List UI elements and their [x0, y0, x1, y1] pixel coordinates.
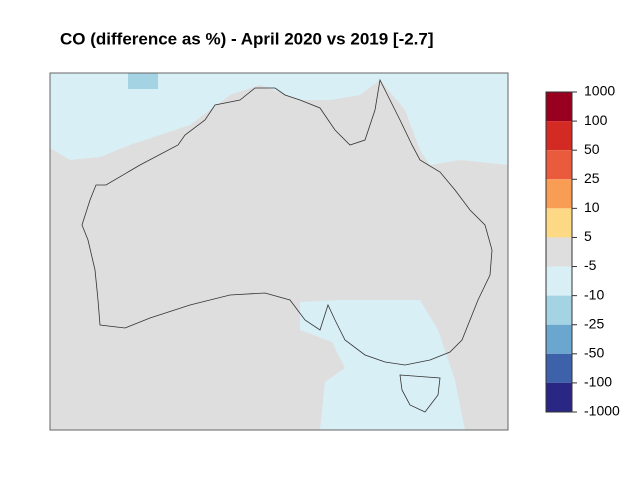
colorbar-segment [546, 295, 572, 325]
colorbar-segment [546, 237, 572, 267]
colorbar-frame [545, 91, 573, 413]
colorbar-tick-label: -100 [584, 374, 612, 390]
colorbar-tick-label: 1000 [584, 83, 615, 99]
colorbar-tick-label: 5 [584, 228, 592, 244]
colorbar-segment [546, 121, 572, 151]
colorbar: 1000 100 50 25 10 5 -5 -10 -25 -50 -100 -1000 [545, 83, 620, 419]
colorbar-tick-label: 25 [584, 170, 600, 186]
coastline [399, 374, 441, 413]
ocean-region [50, 73, 508, 165]
colorbar-segment [546, 324, 572, 354]
colorbar-tick-label: 50 [584, 141, 600, 157]
colorbar-segment [546, 208, 572, 238]
colorbar-segment [546, 92, 572, 122]
map [49, 72, 509, 431]
colorbar-tick-label: -25 [584, 315, 604, 331]
colorbar-segment [546, 266, 572, 296]
colorbar-tick-label: -5 [584, 257, 597, 273]
colorbar-segment [546, 353, 572, 383]
colorbar-tick-label: -50 [584, 345, 604, 361]
chart-title: CO (difference as %) - April 2020 vs 201… [60, 29, 434, 48]
colorbar-segment [546, 382, 572, 412]
colorbar-tick-label: 10 [584, 199, 600, 215]
colorbar-segment [546, 150, 572, 180]
map-frame [49, 72, 509, 431]
coastline [81, 78, 493, 366]
colorbar-tick-label: -1000 [584, 403, 620, 419]
colorbar-segment [546, 179, 572, 209]
ocean-region [128, 73, 158, 89]
colorbar-tick-label: -10 [584, 286, 604, 302]
colorbar-tick-label: 100 [584, 112, 608, 128]
